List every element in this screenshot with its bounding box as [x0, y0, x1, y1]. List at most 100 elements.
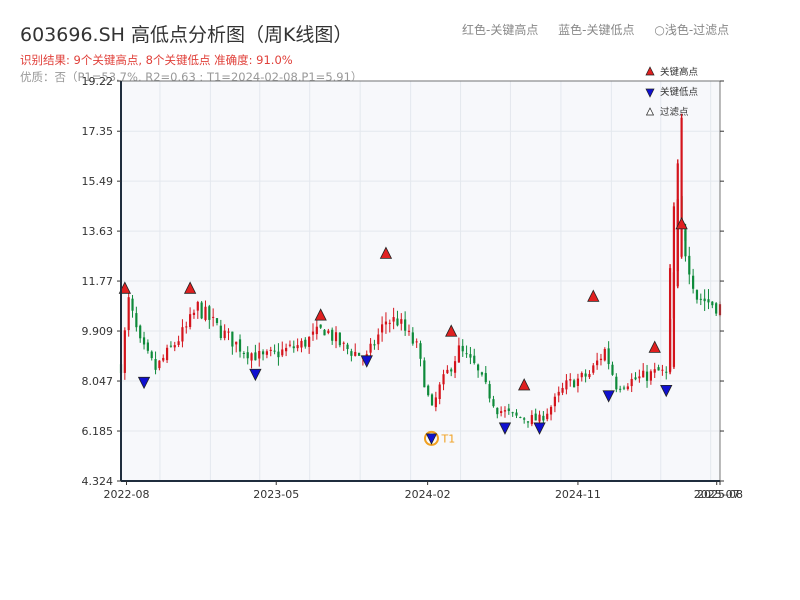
x-tick-label: 2022-08 [104, 488, 150, 501]
key-high-marker [518, 378, 531, 391]
key-high-marker [675, 216, 688, 230]
key-point-markers: T1 [118, 216, 688, 446]
candle-body [703, 298, 706, 302]
candle-body [142, 337, 146, 345]
candle-body [657, 367, 660, 371]
candle-body [346, 344, 349, 350]
y-tick-labels: 4.324 6.185 8.047 9.909 11.77 13.63 15.49 17.35… [82, 75, 114, 488]
legend-filter-icon [645, 107, 655, 116]
candle-body [227, 331, 230, 333]
y-tick-label: 4.324 [82, 475, 114, 488]
candle-body [565, 380, 568, 390]
key-low-marker [498, 422, 512, 435]
candle-body [603, 349, 606, 361]
candle-body [150, 351, 153, 359]
candle-body [427, 385, 430, 396]
candle-body [438, 384, 441, 399]
candle-body [588, 373, 591, 378]
t1-ring [423, 430, 439, 446]
legend-low-icon [645, 88, 655, 98]
candle-body [695, 290, 699, 300]
candle-body [258, 350, 261, 359]
y-tick-label: 6.185 [82, 425, 114, 438]
candles [119, 113, 722, 428]
candle-body [561, 387, 564, 393]
key-high-marker [183, 281, 197, 294]
key-high-marker [445, 324, 458, 337]
candle-body [538, 414, 541, 422]
key-low-marker [137, 376, 151, 390]
candle-body [599, 358, 603, 361]
candle-body [707, 299, 710, 303]
candle-body [365, 354, 368, 357]
x-tick-labels: 2022-08 2023-05 2024-02 2024-11 2025-072025-… [104, 488, 743, 501]
candle-body [500, 411, 503, 414]
candle-body [404, 319, 407, 331]
candle-body [492, 399, 495, 407]
candle-body [611, 364, 614, 375]
candle-body [373, 344, 376, 346]
y-tick-label: 9.909 [82, 325, 114, 338]
candle-body [215, 318, 219, 324]
candle-body [680, 117, 683, 257]
candle-body [496, 407, 499, 415]
candle-body [189, 314, 192, 327]
legend-entry: 关键低点 [660, 86, 699, 98]
candle-body [692, 275, 695, 289]
candle-body [131, 298, 134, 311]
candle-body [638, 376, 641, 379]
candle-body [288, 344, 292, 346]
y-tick-label: 19.22 [82, 75, 114, 88]
candle-body [235, 341, 238, 345]
chart-title: 603696.SH 高低点分析图（周K线图） [20, 24, 353, 46]
candle-body [484, 373, 487, 383]
candle-body [139, 325, 142, 339]
candle-body [661, 369, 664, 371]
candle-body [715, 303, 718, 314]
candle-body [177, 341, 180, 345]
candle-body [515, 412, 518, 416]
key-high-marker [587, 289, 600, 302]
key-high-marker [648, 340, 661, 353]
candle-body [622, 387, 626, 389]
candle-body [123, 330, 126, 373]
candle-body [557, 391, 560, 396]
key-high-marker [118, 281, 131, 294]
candle-body [334, 332, 338, 342]
candle-body [476, 364, 480, 371]
candle-body [277, 351, 280, 358]
candle-body [285, 347, 288, 352]
candle-body [653, 369, 656, 373]
candle-body [384, 321, 388, 325]
candle-body [668, 268, 672, 373]
y-tick-label: 17.35 [82, 125, 114, 138]
candle-body [350, 351, 353, 356]
candle-body [323, 329, 326, 336]
candle-body [546, 413, 549, 420]
candle-body [549, 406, 553, 415]
candle-body [311, 331, 315, 335]
key-high-marker [314, 308, 327, 321]
candle-body [503, 410, 507, 412]
y-tick-label: 13.63 [82, 225, 114, 238]
legend-high-icon [645, 66, 655, 76]
candle-body [407, 330, 411, 332]
axes [117, 80, 724, 485]
candle-body [423, 360, 426, 388]
candle-body [488, 384, 491, 399]
candle-body [242, 352, 245, 354]
candle-body [630, 378, 633, 387]
candle-body [388, 322, 391, 324]
candle-body [576, 378, 580, 386]
candle-body [446, 369, 449, 374]
candle-body [238, 339, 242, 352]
key-high-marker [379, 246, 393, 259]
candle-body [400, 319, 403, 324]
t1-low-marker [425, 433, 438, 445]
candle-body [684, 227, 687, 241]
candle-body [473, 355, 476, 364]
candle-body [530, 415, 533, 425]
candle-body [699, 298, 702, 300]
candle-body [642, 370, 645, 378]
key-low-marker [360, 355, 373, 368]
